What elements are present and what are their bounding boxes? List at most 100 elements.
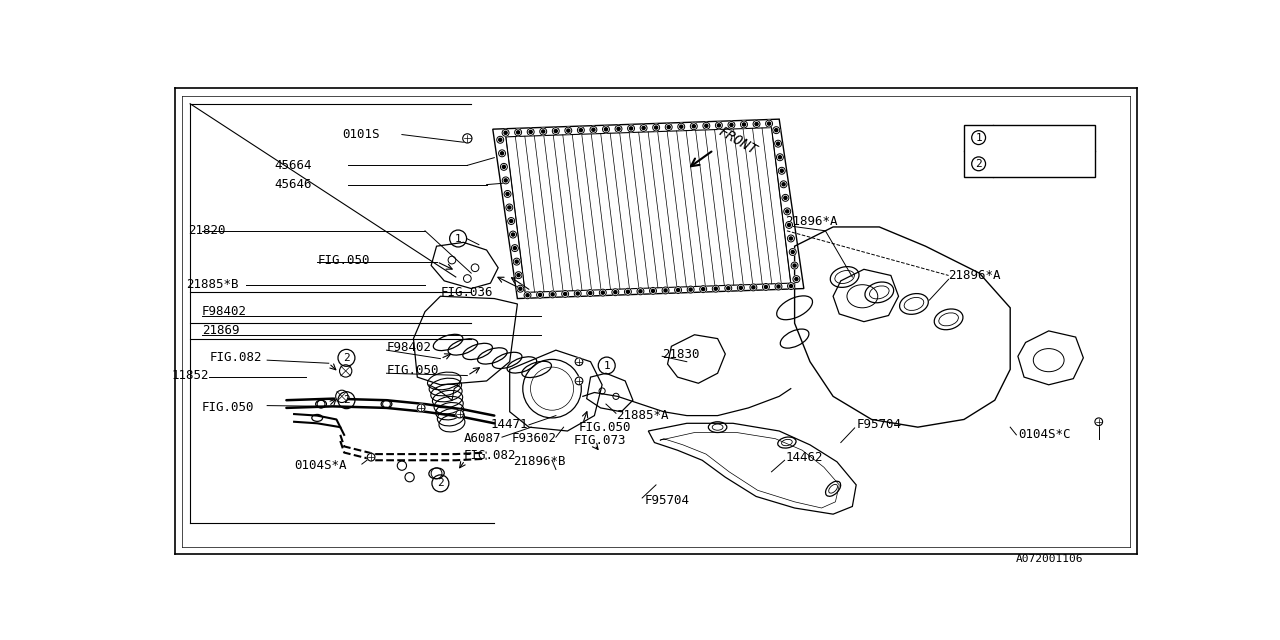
Circle shape [792, 276, 800, 282]
Circle shape [524, 292, 531, 299]
Circle shape [506, 204, 513, 211]
Circle shape [508, 218, 515, 225]
Circle shape [795, 278, 797, 280]
Circle shape [517, 274, 520, 276]
Circle shape [654, 126, 658, 129]
Circle shape [575, 377, 582, 385]
Circle shape [640, 125, 648, 131]
Circle shape [626, 290, 630, 293]
Circle shape [552, 293, 554, 296]
Circle shape [513, 246, 516, 250]
Text: 2: 2 [343, 353, 349, 363]
Circle shape [599, 289, 607, 296]
Text: FRONT: FRONT [716, 124, 759, 157]
Text: FIG.036: FIG.036 [440, 286, 493, 299]
Circle shape [780, 181, 787, 188]
Circle shape [790, 285, 792, 287]
Circle shape [727, 287, 730, 290]
Circle shape [786, 221, 792, 228]
Circle shape [504, 179, 507, 182]
Circle shape [740, 286, 742, 289]
Text: A6087: A6087 [463, 432, 500, 445]
Circle shape [755, 122, 758, 125]
Text: 21896*B: 21896*B [513, 455, 566, 468]
Text: FIG.050: FIG.050 [387, 364, 439, 378]
Circle shape [617, 127, 620, 131]
Circle shape [564, 127, 572, 134]
Circle shape [563, 292, 567, 296]
Circle shape [630, 127, 632, 130]
Circle shape [763, 284, 769, 291]
Circle shape [677, 289, 680, 292]
Text: 21869: 21869 [202, 324, 239, 337]
Circle shape [603, 126, 609, 132]
Circle shape [751, 286, 755, 289]
Circle shape [787, 283, 795, 289]
Circle shape [787, 223, 791, 227]
Circle shape [777, 154, 783, 161]
Circle shape [552, 127, 559, 134]
Circle shape [602, 291, 604, 294]
Text: 0104S*C: 0104S*C [1018, 428, 1070, 442]
Circle shape [591, 128, 595, 131]
Circle shape [562, 291, 568, 298]
Circle shape [517, 285, 524, 292]
Circle shape [675, 287, 681, 294]
Circle shape [513, 258, 520, 265]
Circle shape [575, 358, 582, 365]
Text: 2: 2 [975, 159, 982, 169]
Circle shape [782, 183, 785, 186]
Text: F98402: F98402 [387, 341, 431, 355]
Circle shape [1094, 418, 1102, 426]
Circle shape [637, 288, 644, 295]
Circle shape [549, 291, 556, 298]
Text: 0101S: 0101S [342, 128, 379, 141]
Circle shape [692, 125, 695, 128]
Circle shape [604, 128, 608, 131]
Circle shape [774, 140, 782, 147]
Circle shape [500, 163, 507, 170]
Circle shape [456, 410, 463, 418]
Circle shape [515, 129, 521, 136]
Text: 21896*A: 21896*A [948, 269, 1001, 282]
Circle shape [586, 290, 594, 296]
Circle shape [502, 177, 509, 184]
Circle shape [700, 285, 707, 292]
Circle shape [783, 208, 791, 215]
Circle shape [773, 127, 780, 134]
Circle shape [750, 284, 756, 291]
Text: F98402: F98402 [202, 305, 247, 318]
Circle shape [768, 122, 771, 125]
Circle shape [612, 289, 618, 296]
Text: FIG.050: FIG.050 [202, 401, 255, 415]
Circle shape [529, 131, 532, 134]
Circle shape [794, 264, 796, 267]
Circle shape [778, 167, 785, 174]
Circle shape [540, 128, 547, 135]
Circle shape [417, 404, 425, 412]
Circle shape [664, 289, 667, 292]
Circle shape [690, 123, 698, 130]
Circle shape [782, 195, 788, 202]
Circle shape [786, 210, 788, 213]
Circle shape [724, 285, 732, 292]
Text: 2: 2 [343, 395, 349, 405]
Text: 21885*A: 21885*A [616, 409, 668, 422]
Text: 14462: 14462 [786, 451, 823, 465]
Circle shape [714, 287, 717, 290]
Circle shape [512, 233, 515, 236]
Circle shape [554, 129, 557, 132]
Circle shape [512, 244, 518, 252]
Circle shape [504, 131, 507, 134]
Circle shape [774, 129, 778, 132]
Text: 21820: 21820 [188, 224, 225, 237]
Circle shape [497, 136, 504, 143]
Circle shape [526, 294, 529, 297]
Text: A072001106: A072001106 [1016, 554, 1083, 564]
Circle shape [527, 129, 534, 136]
Circle shape [589, 292, 591, 294]
Circle shape [339, 365, 352, 377]
Circle shape [662, 287, 669, 294]
Circle shape [787, 235, 795, 242]
Circle shape [590, 126, 596, 133]
